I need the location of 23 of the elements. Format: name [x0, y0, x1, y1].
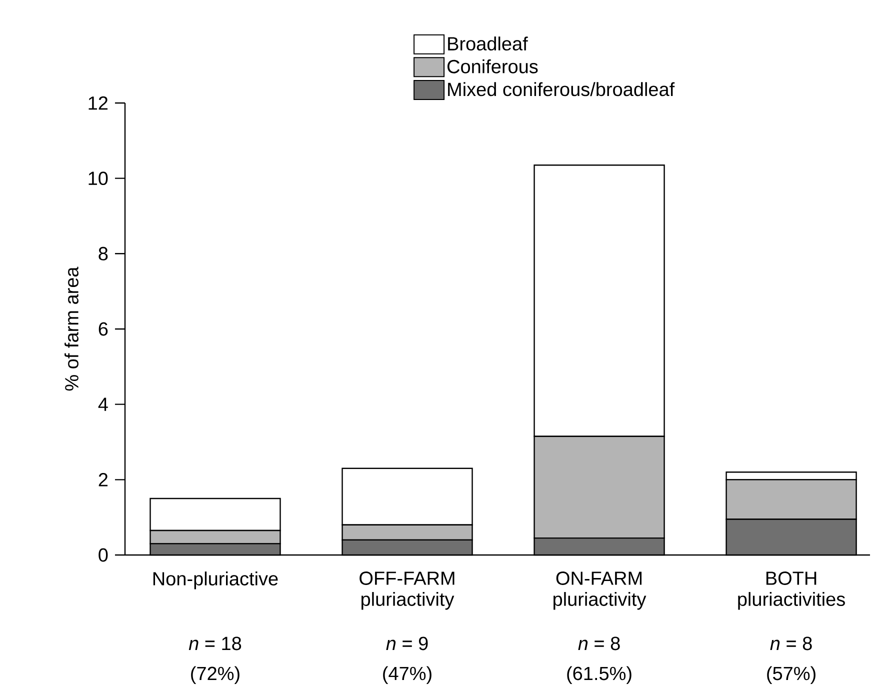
text: n = 9 — [386, 636, 428, 650]
text: (57%) — [767, 666, 816, 684]
text: (72%) — [191, 666, 240, 684]
legend-label: Coniferous — [447, 59, 538, 74]
y-tick-label: 6 — [98, 322, 108, 336]
legend-label: Broadleaf — [448, 36, 528, 51]
text: n = 18 — [188, 636, 242, 650]
text: n = 8 — [578, 636, 620, 650]
text: n = 8 — [770, 636, 812, 650]
y-tick-label: 12 — [88, 96, 108, 110]
y-axis-title: % of farm area — [64, 266, 78, 391]
text: (47%) — [383, 666, 432, 684]
text: (61.5%) — [567, 666, 632, 684]
y-tick-label: 8 — [98, 246, 108, 260]
legend-label: Mixed coniferous/broadleaf — [448, 82, 675, 96]
y-tick-label: 10 — [88, 172, 108, 186]
x-tick-label: Non-pluriactive — [153, 572, 278, 590]
x-tick-label: ON-FARM pluriactivity — [554, 572, 646, 610]
x-tick-label: OFF-FARM pluriactivity — [360, 572, 454, 610]
y-tick-label: 2 — [98, 473, 108, 486]
y-tick-label: 4 — [98, 398, 108, 411]
y-tick-label: 0 — [98, 548, 108, 562]
x-tick-label: BOTH pluriactivities — [738, 572, 845, 610]
